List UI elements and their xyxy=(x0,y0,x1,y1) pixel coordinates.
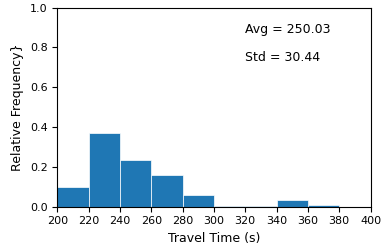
Bar xyxy=(308,205,339,207)
X-axis label: Travel Time (s): Travel Time (s) xyxy=(168,232,260,245)
Bar xyxy=(120,160,151,207)
Text: Std = 30.44: Std = 30.44 xyxy=(245,51,320,64)
Bar xyxy=(183,195,214,207)
Bar xyxy=(89,133,120,207)
Text: Avg = 250.03: Avg = 250.03 xyxy=(245,23,331,37)
Bar xyxy=(151,175,183,207)
Bar xyxy=(57,187,89,207)
Y-axis label: Relative Frequency}: Relative Frequency} xyxy=(11,43,24,171)
Bar xyxy=(214,206,245,207)
Bar xyxy=(245,206,277,207)
Bar xyxy=(277,200,308,207)
